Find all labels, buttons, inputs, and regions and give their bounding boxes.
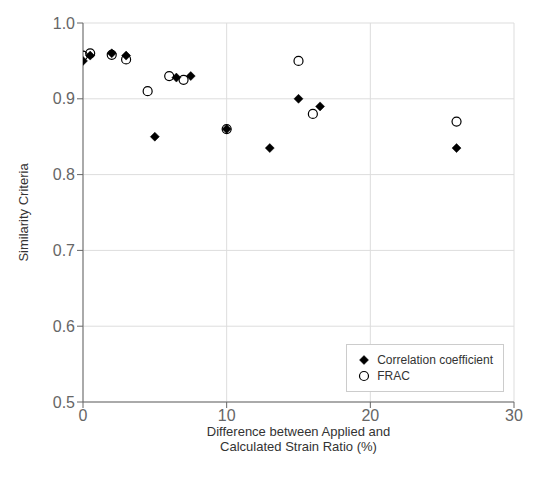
- svg-text:0: 0: [79, 407, 88, 424]
- svg-text:20: 20: [361, 407, 379, 424]
- svg-text:0.5: 0.5: [53, 394, 75, 411]
- svg-text:0.8: 0.8: [53, 166, 75, 183]
- svg-text:Difference between Applied and: Difference between Applied andCalculated…: [207, 424, 390, 454]
- svg-text:0.6: 0.6: [53, 318, 75, 335]
- html-text:FRAC: FRAC: [377, 369, 410, 383]
- svg-text:10: 10: [218, 407, 236, 424]
- svg-text:0.9: 0.9: [53, 90, 75, 107]
- svg-text:30: 30: [505, 407, 523, 424]
- html-text:Correlation coefficient: Correlation coefficient: [377, 353, 493, 367]
- svg-text:0.7: 0.7: [53, 242, 75, 259]
- svg-text:Similarity Criteria: Similarity Criteria: [16, 163, 31, 262]
- svg-text:1.0: 1.0: [53, 15, 75, 32]
